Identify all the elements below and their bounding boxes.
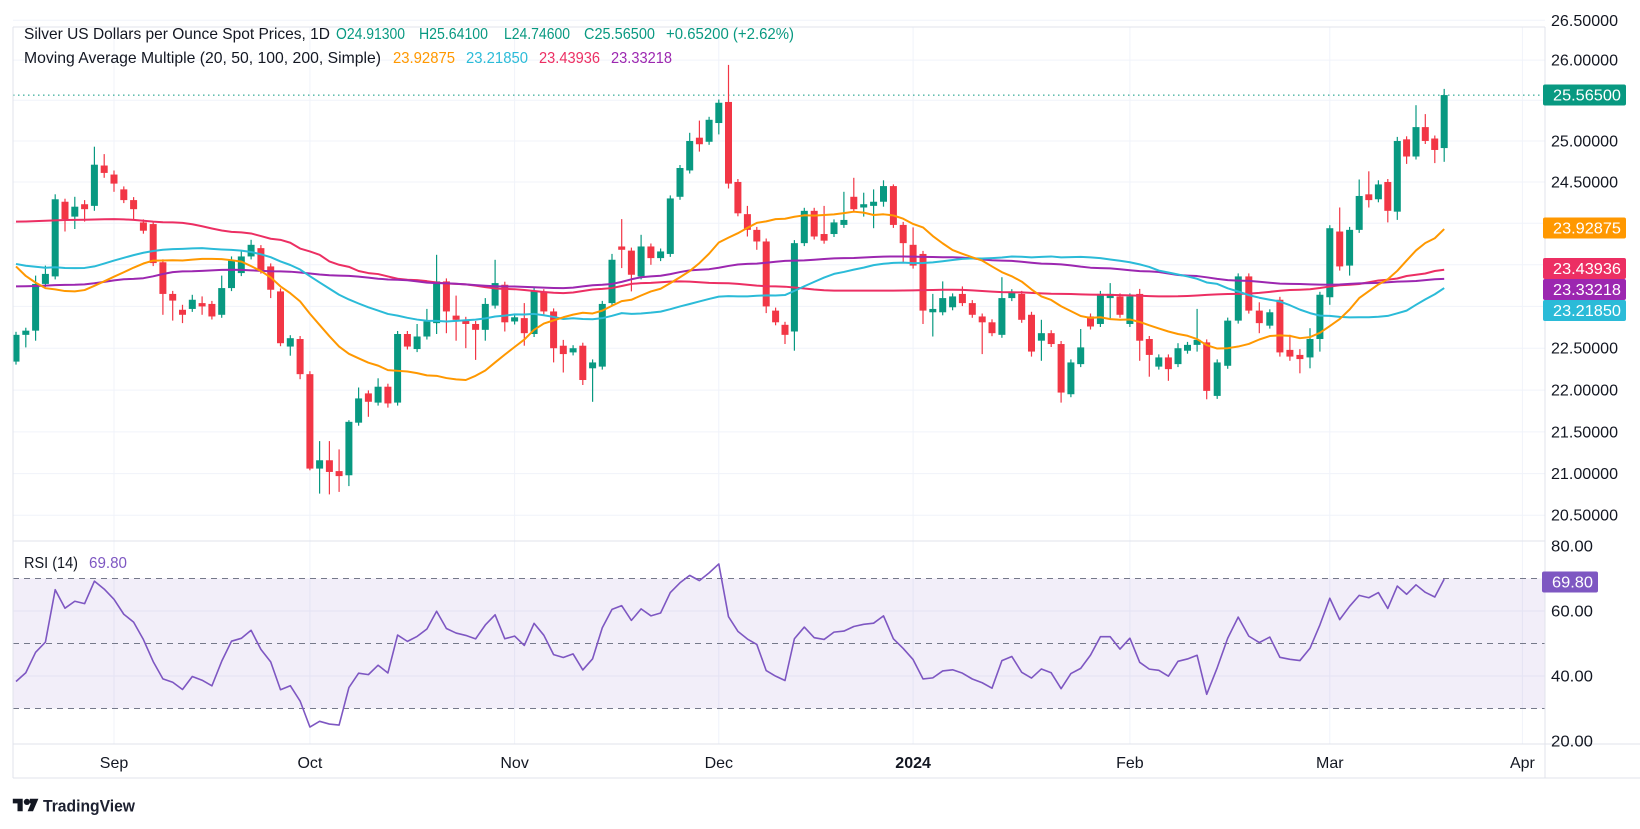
- svg-text:69.80: 69.80: [89, 555, 127, 572]
- svg-text:Dec: Dec: [705, 755, 733, 772]
- svg-text:21.50000: 21.50000: [1551, 424, 1618, 441]
- svg-text:Nov: Nov: [500, 755, 528, 772]
- svg-text:Apr: Apr: [1510, 755, 1536, 772]
- svg-text:22.50000: 22.50000: [1551, 341, 1618, 358]
- svg-text:24.50000: 24.50000: [1551, 175, 1618, 192]
- svg-text:23.33218: 23.33218: [611, 50, 672, 67]
- svg-text:23.21850: 23.21850: [1553, 303, 1621, 320]
- svg-text:80.00: 80.00: [1551, 539, 1593, 556]
- svg-text:23.33218: 23.33218: [1553, 282, 1621, 299]
- svg-text:H25.64100: H25.64100: [419, 26, 488, 43]
- svg-text:23.21850: 23.21850: [466, 50, 528, 67]
- svg-text:22.00000: 22.00000: [1551, 383, 1618, 400]
- svg-text:23.43936: 23.43936: [539, 50, 600, 67]
- svg-text:RSI (14): RSI (14): [24, 555, 78, 572]
- svg-text:40.00: 40.00: [1551, 669, 1593, 686]
- svg-text:Sep: Sep: [100, 755, 129, 772]
- svg-text:23.43936: 23.43936: [1553, 261, 1621, 278]
- svg-text:Mar: Mar: [1316, 755, 1344, 772]
- svg-text:20.50000: 20.50000: [1551, 508, 1618, 525]
- svg-text:23.92875: 23.92875: [1553, 221, 1621, 238]
- svg-text:Silver US Dollars per Ounce Sp: Silver US Dollars per Ounce Spot Prices,…: [24, 26, 330, 43]
- svg-text:Feb: Feb: [1116, 755, 1144, 772]
- svg-text:25.00000: 25.00000: [1551, 134, 1618, 151]
- svg-text:L24.74600: L24.74600: [504, 26, 570, 43]
- svg-text:+0.65200 (+2.62%): +0.65200 (+2.62%): [666, 26, 794, 43]
- svg-text:C25.56500: C25.56500: [584, 26, 655, 43]
- svg-text:69.80: 69.80: [1552, 575, 1593, 592]
- svg-text:20.00: 20.00: [1551, 734, 1593, 751]
- svg-text:60.00: 60.00: [1551, 604, 1593, 621]
- svg-text:TradingView: TradingView: [43, 797, 136, 816]
- svg-text:O24.91300: O24.91300: [336, 26, 405, 43]
- svg-text:2024: 2024: [895, 755, 931, 772]
- svg-text:23.92875: 23.92875: [393, 50, 455, 67]
- svg-text:25.56500: 25.56500: [1553, 88, 1621, 105]
- svg-text:26.00000: 26.00000: [1551, 53, 1618, 70]
- svg-text:21.00000: 21.00000: [1551, 466, 1618, 483]
- svg-text:Moving Average Multiple (20, 5: Moving Average Multiple (20, 50, 100, 20…: [24, 50, 381, 67]
- svg-text:Oct: Oct: [297, 755, 322, 772]
- svg-text:26.50000: 26.50000: [1551, 13, 1618, 30]
